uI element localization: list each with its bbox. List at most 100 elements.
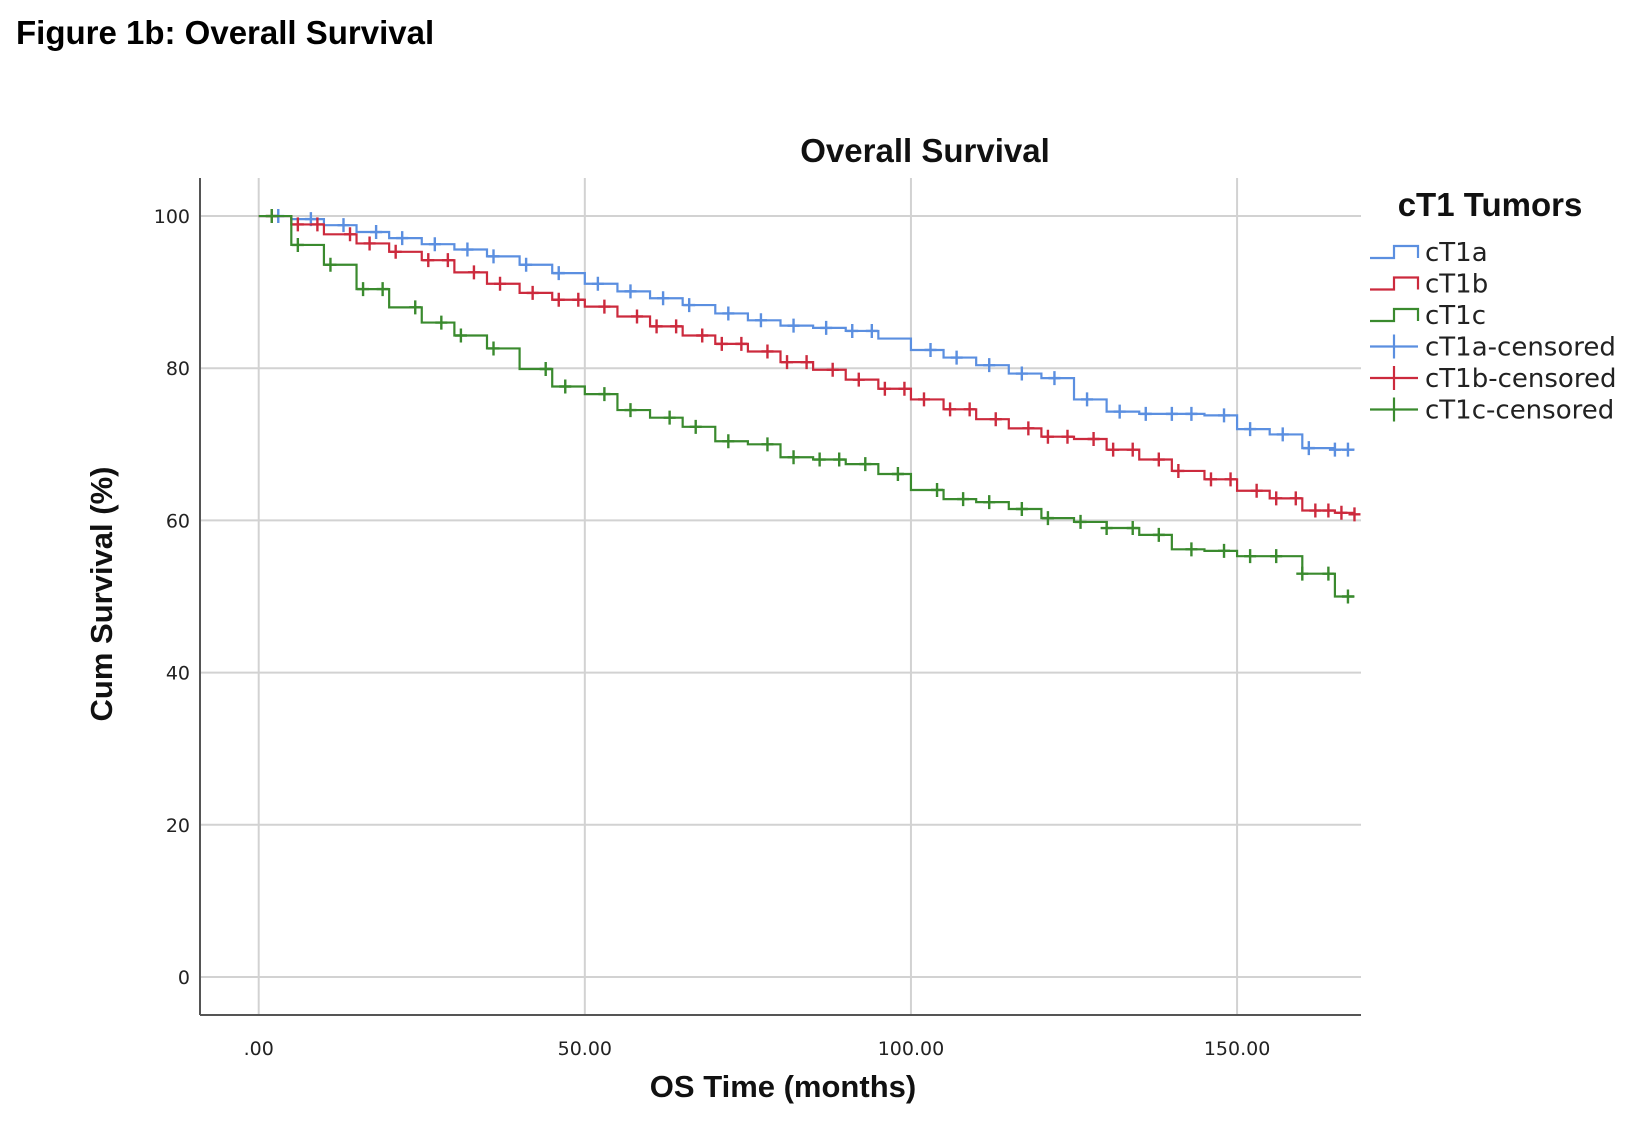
censor-mark-cT1b xyxy=(1322,503,1335,518)
censor-mark-cT1c xyxy=(598,387,611,402)
legend-entry: cT1b-censored xyxy=(1370,364,1616,394)
censor-mark-cT1a xyxy=(683,298,696,313)
legend-label: cT1b xyxy=(1425,270,1488,300)
censor-mark-cT1c xyxy=(761,437,774,452)
censor-mark-cT1c xyxy=(1270,549,1283,564)
censor-mark-cT1a xyxy=(624,284,637,299)
censor-mark-cT1a xyxy=(461,242,474,257)
series-cT1b xyxy=(258,209,1361,522)
censor-mark-cT1c xyxy=(1322,566,1335,581)
censor-mark-cT1b xyxy=(800,355,813,370)
censor-mark-cT1c xyxy=(454,328,467,343)
censor-mark-cT1b xyxy=(781,355,794,370)
censor-mark-cT1a xyxy=(1139,406,1152,421)
legend-censor-symbol xyxy=(1370,334,1418,359)
censor-mark-cT1b xyxy=(1126,442,1139,457)
censor-mark-cT1a xyxy=(787,318,800,333)
censor-mark-cT1b xyxy=(1309,503,1322,518)
censor-mark-cT1a xyxy=(983,358,996,373)
legend-censor-symbol xyxy=(1370,366,1418,390)
censor-mark-cT1b xyxy=(1204,472,1217,487)
censor-mark-cT1a xyxy=(924,342,937,357)
censor-mark-cT1b xyxy=(1087,431,1100,446)
censor-mark-cT1a xyxy=(846,323,859,338)
censor-mark-cT1b xyxy=(1107,442,1120,457)
censor-mark-cT1c xyxy=(1126,521,1139,536)
censor-mark-cT1c xyxy=(859,457,872,472)
censor-mark-cT1a xyxy=(820,320,833,335)
censor-mark-cT1a xyxy=(722,306,735,321)
censor-mark-cT1a xyxy=(552,266,565,281)
censor-mark-cT1c xyxy=(931,482,944,497)
censor-mark-cT1c xyxy=(1041,511,1054,526)
x-tick-label: 50.00 xyxy=(558,1038,612,1060)
censor-mark-cT1b xyxy=(670,319,683,334)
legend-entry: cT1a xyxy=(1370,238,1488,268)
x-tick-label: .00 xyxy=(244,1038,274,1060)
censor-mark-cT1b xyxy=(715,336,728,351)
censor-mark-cT1c xyxy=(1218,543,1231,558)
censor-mark-cT1a xyxy=(1341,442,1354,457)
legend-label: cT1a-censored xyxy=(1425,333,1616,363)
censor-mark-cT1b xyxy=(852,372,865,387)
censor-mark-cT1b xyxy=(1289,491,1302,506)
censor-mark-cT1c xyxy=(624,403,637,418)
censor-mark-cT1b xyxy=(344,227,357,242)
censor-mark-cT1b xyxy=(1270,491,1283,506)
survival-line-cT1b xyxy=(258,214,1356,515)
censor-mark-cT1b xyxy=(572,292,585,307)
censor-mark-cT1a xyxy=(337,218,350,233)
censor-mark-cT1a xyxy=(428,237,441,252)
censor-mark-cT1b xyxy=(363,236,376,251)
legend-title: cT1 Tumors xyxy=(1398,186,1583,223)
censor-mark-cT1a xyxy=(1218,408,1231,423)
censor-mark-cT1c xyxy=(1341,589,1354,604)
censor-mark-cT1c xyxy=(1185,542,1198,557)
censor-mark-cT1b xyxy=(1335,505,1348,520)
y-tick-label: 20 xyxy=(166,815,190,837)
legend-step-symbol xyxy=(1370,244,1420,260)
x-tick-label: 150.00 xyxy=(1204,1038,1270,1060)
censor-mark-cT1b xyxy=(1022,421,1035,436)
legend-step-symbol xyxy=(1370,307,1420,323)
censor-mark-cT1b xyxy=(917,392,930,407)
censor-mark-cT1a xyxy=(1081,392,1094,407)
legend-censor-symbol xyxy=(1370,397,1418,422)
censor-mark-cT1c xyxy=(1296,566,1309,581)
x-tick-label: 100.00 xyxy=(878,1038,944,1060)
censor-mark-cT1a xyxy=(1165,406,1178,421)
censor-mark-cT1c xyxy=(722,434,735,449)
survival-line-cT1c xyxy=(258,214,1355,598)
axes xyxy=(199,178,1361,1016)
censor-mark-cT1b xyxy=(826,362,839,377)
censor-mark-cT1c xyxy=(983,495,996,510)
censor-mark-cT1c xyxy=(1244,549,1257,564)
censor-mark-cT1c xyxy=(487,341,500,356)
censor-mark-cT1a xyxy=(950,350,963,365)
legend-step-symbol xyxy=(1370,276,1420,291)
censor-mark-cT1b xyxy=(291,217,304,232)
censor-mark-cT1b xyxy=(494,276,507,291)
censor-mark-cT1b xyxy=(1224,472,1237,487)
censor-mark-cT1b xyxy=(989,412,1002,427)
censor-mark-cT1c xyxy=(559,379,572,394)
censor-mark-cT1b xyxy=(761,344,774,359)
censor-mark-cT1b xyxy=(944,402,957,417)
censor-mark-cT1a xyxy=(1113,404,1126,419)
censor-mark-cT1a xyxy=(754,313,767,328)
censor-mark-cT1c xyxy=(435,315,448,330)
censor-mark-cT1b xyxy=(963,402,976,417)
legend-entry: cT1a-censored xyxy=(1370,333,1616,363)
legend-entry: cT1b xyxy=(1370,270,1488,300)
legend-entry: cT1c xyxy=(1370,301,1486,331)
y-tick-label: 60 xyxy=(166,510,190,532)
censor-mark-cT1c xyxy=(813,452,826,467)
y-tick-label: 40 xyxy=(166,663,190,685)
censor-mark-cT1a xyxy=(591,276,604,291)
censor-mark-cT1a xyxy=(1244,422,1257,437)
censor-mark-cT1b xyxy=(1061,429,1074,444)
censor-mark-cT1c xyxy=(689,419,702,434)
censor-mark-cT1b xyxy=(1250,483,1263,498)
censor-mark-cT1b xyxy=(1152,452,1165,467)
